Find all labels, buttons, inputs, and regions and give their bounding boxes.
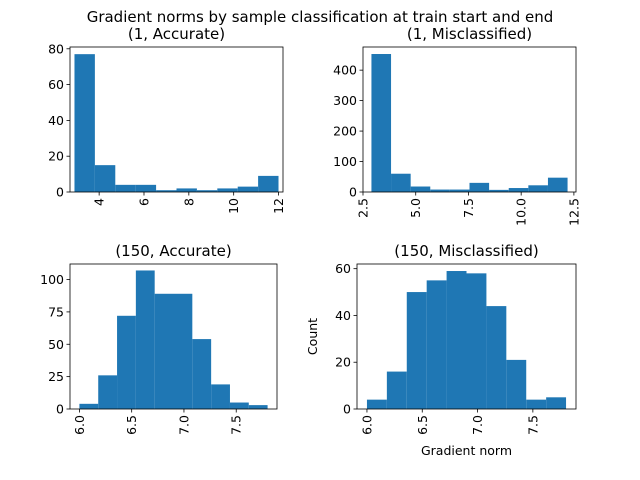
y-tick-label: 60 xyxy=(48,77,64,92)
histogram-bar xyxy=(371,54,392,193)
histogram-bar xyxy=(217,188,238,192)
histogram-bar xyxy=(135,184,157,192)
histogram-bar xyxy=(173,293,193,409)
x-tick-label: 6 xyxy=(136,198,151,206)
y-tick-label: 0 xyxy=(343,402,351,417)
x-tick-label: 6.5 xyxy=(415,415,430,435)
panel-title: (150, Accurate) xyxy=(115,242,231,260)
y-tick-label: 100 xyxy=(40,272,64,287)
axes-frame xyxy=(356,263,577,410)
panel-title: (150, Misclassified) xyxy=(394,242,538,260)
y-tick-label: 200 xyxy=(333,124,357,139)
histogram-bar xyxy=(406,292,427,409)
histogram-bar xyxy=(486,306,507,409)
histogram-bar xyxy=(192,339,212,409)
histogram-bar xyxy=(176,188,197,192)
y-tick-label: 100 xyxy=(333,154,357,169)
x-tick-label: 8 xyxy=(181,198,196,206)
x-tick-label: 7.5 xyxy=(461,198,476,218)
histogram-bar xyxy=(117,315,136,409)
histogram-bar xyxy=(248,405,268,409)
y-tick-label: 75 xyxy=(48,304,64,319)
histogram-bar xyxy=(196,190,218,192)
x-tick-label: 7.0 xyxy=(176,415,191,435)
y-tick-label: 50 xyxy=(48,337,64,352)
x-tick-label: 10 xyxy=(226,198,241,214)
histogram-panel: 0 25 50 75 100 6.0 6.5 7.0 7.5 (150, Accurate) xyxy=(40,242,278,435)
panel-title: (1, Accurate) xyxy=(128,25,225,43)
histogram-bar xyxy=(446,271,467,409)
histogram-bar xyxy=(426,280,447,409)
y-tick-label: 40 xyxy=(48,113,64,128)
x-tick-label: 6.0 xyxy=(359,415,374,435)
y-tick-label: 80 xyxy=(48,41,64,56)
histogram-bar xyxy=(508,188,529,192)
x-tick-label: 4 xyxy=(92,198,107,206)
x-tick-label: 12 xyxy=(271,198,286,214)
x-axis-label: Gradient norm xyxy=(421,443,512,458)
x-tick-label: 5.0 xyxy=(408,198,423,218)
histogram-bar xyxy=(115,184,136,192)
histogram-bar xyxy=(229,402,249,409)
histogram-bar xyxy=(469,182,490,192)
y-tick-label: 0 xyxy=(56,402,64,417)
y-tick-label: 400 xyxy=(333,63,357,78)
histogram-bar xyxy=(237,186,259,192)
axes-frame xyxy=(69,46,284,193)
panel-title: (1, Misclassified) xyxy=(407,25,532,43)
histogram-bar xyxy=(506,359,527,409)
y-tick-label: 40 xyxy=(335,308,351,323)
y-tick-label: 300 xyxy=(333,93,357,108)
x-tick-label: 10.0 xyxy=(514,198,529,226)
histogram-bar xyxy=(79,403,99,409)
y-axis-label: Count xyxy=(305,318,320,355)
axes-frame xyxy=(69,263,278,410)
x-tick-label: 7.5 xyxy=(525,415,540,435)
x-tick-label: 6.5 xyxy=(124,415,139,435)
histogram-bar xyxy=(547,177,568,192)
histogram-bar xyxy=(466,273,487,409)
histogram-bar xyxy=(135,270,155,409)
histogram-panel: 0 20 40 60 80 4 6 8 10 12 (1, Accurate) xyxy=(48,25,286,214)
x-tick-label: 12.5 xyxy=(566,198,581,226)
y-tick-label: 20 xyxy=(335,355,351,370)
histogram-bar xyxy=(366,399,387,409)
x-tick-label: 7.5 xyxy=(229,415,244,435)
histogram-bar xyxy=(410,186,431,192)
y-tick-label: 25 xyxy=(48,369,64,384)
histogram-bar xyxy=(98,375,118,409)
y-tick-label: 0 xyxy=(56,185,64,200)
histogram-panel: 0 100 200 300 400 2.5 5.0 7.5 10.0 12.5 (1, Miscla… xyxy=(333,25,581,226)
histogram-bar xyxy=(94,165,116,192)
histogram-bar xyxy=(74,54,95,192)
histogram-bar xyxy=(489,189,509,192)
axes-frame xyxy=(362,46,577,193)
histogram-bar xyxy=(528,185,548,192)
figure-title: Gradient norms by sample classification … xyxy=(87,8,554,26)
histogram-bar xyxy=(391,173,411,192)
x-tick-label: 6.0 xyxy=(72,415,87,435)
histogram-bar xyxy=(546,397,567,409)
x-tick-label: 2.5 xyxy=(356,198,371,218)
histogram-bar xyxy=(156,190,177,192)
histogram-bar xyxy=(211,384,230,409)
histogram-panel: 0 20 40 60 6.0 6.5 7.0 7.5 (150, Misclassified) G… xyxy=(305,242,577,458)
y-tick-label: 20 xyxy=(48,149,64,164)
y-tick-label: 0 xyxy=(349,185,357,200)
y-tick-label: 60 xyxy=(335,261,351,276)
histogram-bar xyxy=(449,189,470,192)
histogram-bar xyxy=(430,189,450,192)
histogram-bar xyxy=(154,293,174,409)
histogram-bar xyxy=(526,399,547,409)
histogram-bar xyxy=(386,371,407,409)
histogram-bar xyxy=(258,175,279,192)
x-tick-label: 7.0 xyxy=(470,415,485,435)
